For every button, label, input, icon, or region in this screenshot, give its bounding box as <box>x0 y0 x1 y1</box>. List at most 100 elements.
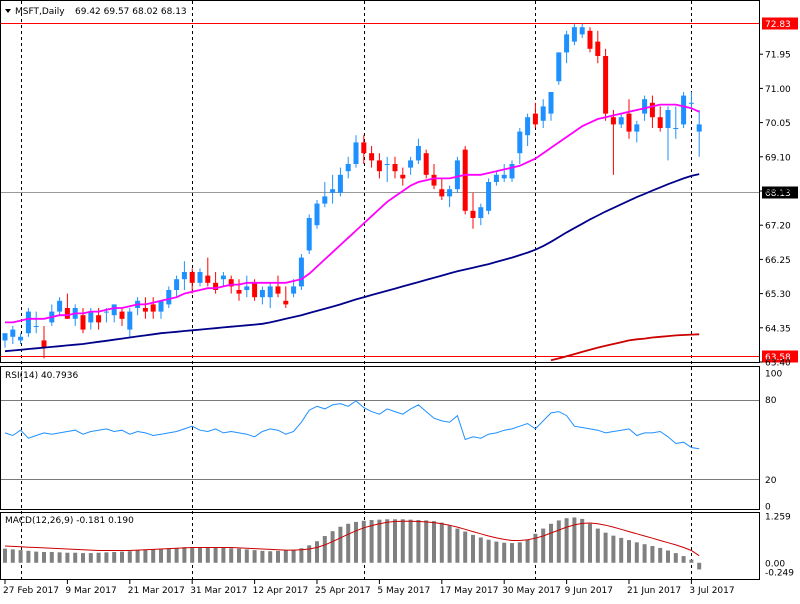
candles <box>2 23 702 359</box>
price-tick-label: 66.25 <box>765 256 791 266</box>
candle-body <box>392 164 398 172</box>
macd-histogram-bar <box>182 547 187 563</box>
time-tick-label: 21 Jun 2017 <box>627 586 681 596</box>
macd-histogram-bar <box>556 520 561 563</box>
macd-histogram-bar <box>580 518 585 563</box>
macd-histogram-bar <box>354 521 358 563</box>
macd-histogram-bar <box>322 536 327 563</box>
macd-histogram-bar <box>307 545 312 563</box>
price-tick-label: 70.05 <box>765 119 791 129</box>
candle-body <box>119 311 125 319</box>
price-level-label: 72.83 <box>765 20 791 30</box>
candle-body <box>337 174 343 193</box>
candle-body <box>400 174 406 179</box>
macd-histogram-bar <box>611 535 616 563</box>
macd-histogram-bar <box>494 541 499 563</box>
candle-body <box>486 182 492 211</box>
macd-histogram-bar <box>572 517 577 563</box>
candle-body <box>127 311 133 330</box>
dropdown-arrow-icon[interactable] <box>5 9 11 13</box>
candle-body <box>150 304 156 312</box>
candle-body <box>556 52 562 82</box>
macd-histogram-bar <box>276 550 280 563</box>
macd-histogram-bar <box>205 547 210 563</box>
candle-body <box>298 257 304 287</box>
macd-histogram-bar <box>151 549 156 563</box>
price-panel-frame[interactable] <box>0 0 760 363</box>
candle-body <box>688 102 694 104</box>
macd-histogram-bar <box>65 552 70 563</box>
candle-body <box>501 174 507 179</box>
macd-histogram-bar <box>26 550 31 563</box>
candle-body <box>361 142 367 154</box>
macd-histogram-bar <box>650 546 655 563</box>
macd-histogram-bar <box>190 547 195 563</box>
rsi-line <box>4 400 700 450</box>
candle-body <box>673 128 679 129</box>
candle-body <box>579 27 585 35</box>
candle-body <box>174 279 180 290</box>
candle-body <box>369 153 375 161</box>
macd-histogram-bar <box>34 551 39 563</box>
time-tick-label: 5 May 2017 <box>377 586 430 596</box>
candle-body <box>509 164 515 179</box>
macd-histogram-bar <box>658 547 663 563</box>
candle-body <box>681 95 687 125</box>
rsi-tick-label: 80 <box>765 396 777 406</box>
rsi-panel-frame[interactable] <box>0 366 760 510</box>
macd-histogram-bar <box>361 520 366 563</box>
candle-body <box>415 146 421 161</box>
price-horizontal-lines: 72.83 63.58 68.13 <box>1 17 798 363</box>
macd-histogram-bar <box>120 551 124 563</box>
price-tick-label: 64.35 <box>765 324 791 334</box>
macd-panel-frame[interactable] <box>0 512 760 580</box>
macd-histogram-bar <box>229 548 234 563</box>
macd-histogram-bar <box>385 519 390 563</box>
macd-histogram-bar <box>346 523 351 563</box>
macd-tick-label: 0.00 <box>765 559 785 569</box>
macd-histogram-bar <box>541 528 546 563</box>
macd-histogram-bar <box>135 550 140 563</box>
macd-histogram-bar <box>408 519 413 563</box>
macd-histogram-bar <box>42 551 46 563</box>
macd-histogram-bar <box>588 523 592 563</box>
symbol-label[interactable]: MSFT,Daily <box>15 7 65 17</box>
macd-histogram-bar <box>369 520 374 563</box>
candle-body <box>587 30 593 49</box>
candle-body <box>228 279 234 287</box>
macd-histogram-bar <box>49 551 54 563</box>
candle-body <box>166 290 172 305</box>
macd-histogram-bar <box>143 549 148 563</box>
macd-histogram-bar <box>127 551 132 563</box>
candle-body <box>517 131 523 154</box>
time-tick-label: 27 Feb 2017 <box>3 586 59 596</box>
candle-body <box>454 160 460 190</box>
macd-histogram-bar <box>510 543 514 563</box>
macd-histogram-bar <box>486 539 491 563</box>
macd-histogram-bar <box>112 551 117 563</box>
candle-body <box>665 110 671 128</box>
macd-histogram-bar <box>88 553 93 563</box>
macd-histogram-bar <box>299 548 304 563</box>
macd-histogram-bar <box>533 533 538 563</box>
macd-histogram-bar <box>166 548 171 563</box>
candle-body <box>696 124 702 132</box>
candle-body <box>548 92 554 114</box>
macd-histogram-bar <box>463 531 468 563</box>
macd-histogram-bar <box>564 518 569 563</box>
candle-body <box>88 311 94 323</box>
macd-histogram-bar <box>330 531 335 563</box>
candle-body <box>610 117 616 125</box>
candle-body <box>626 113 632 132</box>
candle-body <box>205 275 211 283</box>
macd-histogram-bar <box>283 550 288 563</box>
macd-tick-label: -0.249 <box>765 569 794 579</box>
macd-histogram-bar <box>697 562 702 570</box>
price-tick-label: 71.95 <box>765 51 791 61</box>
time-tick-label: 3 Jul 2017 <box>689 586 734 596</box>
time-tick-label: 9 Mar 2017 <box>65 586 116 596</box>
candle-body <box>18 336 24 341</box>
price-level-tag <box>762 186 798 199</box>
moving-averages <box>4 103 700 362</box>
